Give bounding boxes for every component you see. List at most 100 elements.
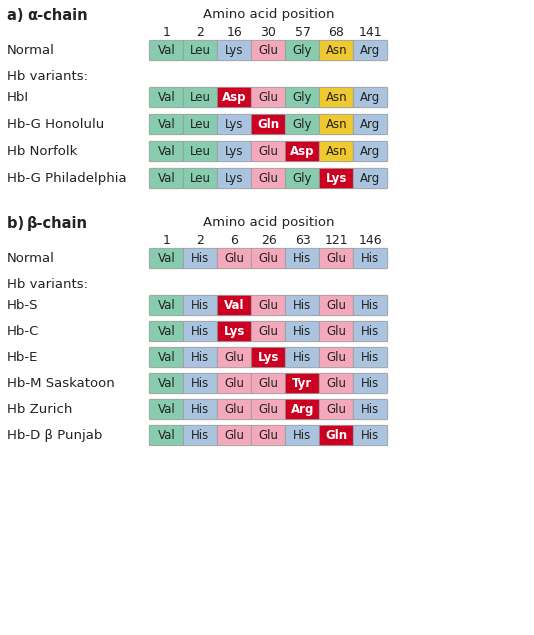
- Text: Hb-E: Hb-E: [7, 351, 38, 364]
- FancyBboxPatch shape: [252, 321, 286, 342]
- FancyBboxPatch shape: [217, 425, 252, 446]
- FancyBboxPatch shape: [285, 399, 320, 420]
- Text: Hb Norfolk: Hb Norfolk: [7, 145, 77, 158]
- FancyBboxPatch shape: [319, 373, 354, 394]
- Text: His: His: [191, 351, 210, 364]
- FancyBboxPatch shape: [252, 295, 286, 316]
- Text: Val: Val: [158, 429, 175, 442]
- Text: Val: Val: [158, 172, 175, 185]
- Text: 2: 2: [197, 26, 205, 39]
- Text: Leu: Leu: [190, 91, 211, 104]
- FancyBboxPatch shape: [354, 40, 388, 61]
- FancyBboxPatch shape: [252, 114, 286, 135]
- FancyBboxPatch shape: [217, 168, 252, 189]
- Text: Glu: Glu: [224, 403, 245, 416]
- Text: Hb variants:: Hb variants:: [7, 70, 88, 83]
- FancyBboxPatch shape: [285, 373, 320, 394]
- Text: His: His: [362, 377, 380, 390]
- Text: Asn: Asn: [326, 44, 347, 57]
- Text: Lys: Lys: [258, 351, 279, 364]
- Text: Gly: Gly: [293, 91, 312, 104]
- Text: Val: Val: [158, 299, 175, 312]
- Text: Glu: Glu: [326, 299, 347, 312]
- FancyBboxPatch shape: [183, 347, 218, 368]
- Text: Leu: Leu: [190, 118, 211, 131]
- Text: Glu: Glu: [224, 252, 245, 265]
- FancyBboxPatch shape: [354, 399, 388, 420]
- Text: His: His: [293, 351, 312, 364]
- Text: Gly: Gly: [293, 44, 312, 57]
- Text: Hb-M Saskatoon: Hb-M Saskatoon: [7, 377, 115, 390]
- Text: His: His: [362, 403, 380, 416]
- Text: Glu: Glu: [258, 325, 279, 338]
- FancyBboxPatch shape: [150, 347, 184, 368]
- FancyBboxPatch shape: [354, 373, 388, 394]
- FancyBboxPatch shape: [354, 114, 388, 135]
- FancyBboxPatch shape: [217, 142, 252, 162]
- FancyBboxPatch shape: [285, 295, 320, 316]
- Text: Normal: Normal: [7, 252, 55, 265]
- Text: Arg: Arg: [360, 145, 381, 158]
- Text: Val: Val: [158, 351, 175, 364]
- Text: 1: 1: [162, 234, 170, 247]
- FancyBboxPatch shape: [183, 87, 218, 108]
- Text: β‑chain: β‑chain: [27, 216, 88, 231]
- FancyBboxPatch shape: [252, 425, 286, 446]
- Text: Lys: Lys: [225, 172, 244, 185]
- Text: Arg: Arg: [291, 403, 314, 416]
- Text: Val: Val: [158, 118, 175, 131]
- Text: His: His: [362, 429, 380, 442]
- FancyBboxPatch shape: [285, 168, 320, 189]
- Text: Glu: Glu: [224, 377, 245, 390]
- Text: Val: Val: [158, 44, 175, 57]
- FancyBboxPatch shape: [150, 87, 184, 108]
- Text: Arg: Arg: [360, 44, 381, 57]
- FancyBboxPatch shape: [183, 295, 218, 316]
- Text: Asn: Asn: [326, 91, 347, 104]
- Text: 68: 68: [328, 26, 344, 39]
- FancyBboxPatch shape: [183, 373, 218, 394]
- FancyBboxPatch shape: [285, 248, 320, 269]
- Text: 26: 26: [261, 234, 277, 247]
- FancyBboxPatch shape: [183, 114, 218, 135]
- FancyBboxPatch shape: [150, 248, 184, 269]
- FancyBboxPatch shape: [252, 373, 286, 394]
- FancyBboxPatch shape: [319, 399, 354, 420]
- FancyBboxPatch shape: [150, 168, 184, 189]
- Text: Glu: Glu: [326, 377, 347, 390]
- Text: 121: 121: [325, 234, 348, 247]
- Text: Lys: Lys: [326, 172, 347, 185]
- Text: Leu: Leu: [190, 44, 211, 57]
- Text: 146: 146: [359, 234, 382, 247]
- FancyBboxPatch shape: [217, 399, 252, 420]
- FancyBboxPatch shape: [252, 399, 286, 420]
- Text: His: His: [191, 377, 210, 390]
- Text: His: His: [362, 252, 380, 265]
- Text: Amino acid position: Amino acid position: [203, 216, 334, 229]
- Text: Glu: Glu: [258, 172, 279, 185]
- Text: Hb-D β Punjab: Hb-D β Punjab: [7, 429, 103, 442]
- FancyBboxPatch shape: [319, 142, 354, 162]
- FancyBboxPatch shape: [150, 399, 184, 420]
- Text: Hb-G Philadelphia: Hb-G Philadelphia: [7, 172, 127, 185]
- Text: Asp: Asp: [290, 145, 315, 158]
- Text: 57: 57: [294, 26, 310, 39]
- Text: Arg: Arg: [360, 118, 381, 131]
- FancyBboxPatch shape: [217, 40, 252, 61]
- Text: Arg: Arg: [360, 172, 381, 185]
- Text: Hb-C: Hb-C: [7, 325, 40, 338]
- FancyBboxPatch shape: [150, 321, 184, 342]
- Text: Asp: Asp: [222, 91, 247, 104]
- Text: Glu: Glu: [224, 351, 245, 364]
- FancyBboxPatch shape: [217, 87, 252, 108]
- Text: His: His: [293, 299, 312, 312]
- Text: Glu: Glu: [326, 252, 347, 265]
- Text: Hb Zurich: Hb Zurich: [7, 403, 73, 416]
- Text: Glu: Glu: [258, 44, 279, 57]
- Text: 63: 63: [295, 234, 310, 247]
- FancyBboxPatch shape: [150, 114, 184, 135]
- Text: His: His: [191, 325, 210, 338]
- FancyBboxPatch shape: [150, 142, 184, 162]
- Text: Asn: Asn: [326, 145, 347, 158]
- FancyBboxPatch shape: [285, 40, 320, 61]
